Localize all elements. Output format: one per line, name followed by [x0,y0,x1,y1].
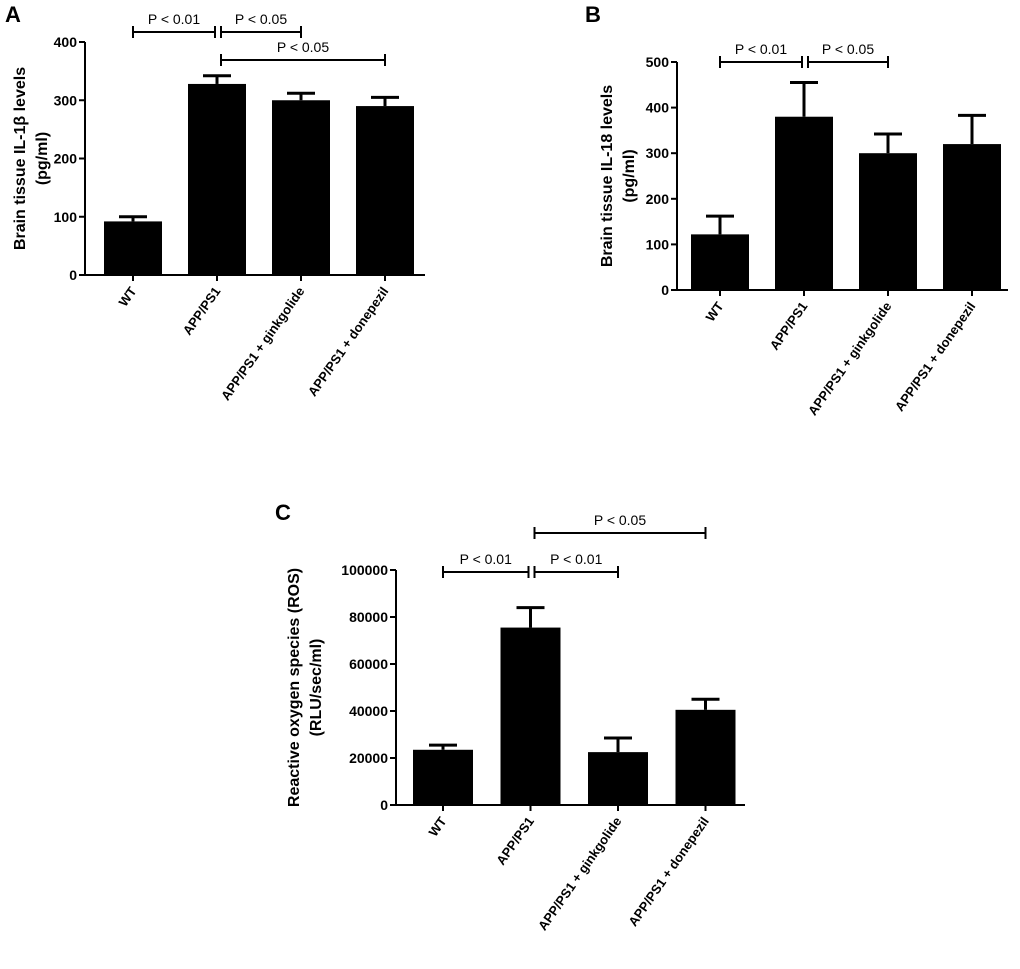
significance-label: P < 0.05 [277,39,330,55]
y-tick-label: 40000 [349,703,388,719]
bar [675,709,736,805]
significance-label: P < 0.01 [735,41,788,57]
panel-C: C 0 20000 40000 60000 80000 100000 Reactive oxy… [275,500,745,933]
y-axis-label: (pg/ml) [34,132,51,185]
x-tick-label: WT [116,284,140,309]
bar [500,627,561,805]
x-tick-label: APP/PS1 + ginkgolide [535,814,625,933]
x-tick-label: APP/PS1 [767,299,811,353]
bar [588,752,648,805]
y-tick-label: 200 [54,151,78,167]
bar [272,100,330,275]
y-tick-label: 500 [646,54,670,70]
bar [104,221,162,275]
x-tick-label: APP/PS1 [493,814,537,868]
significance-label: P < 0.05 [822,41,875,57]
y-tick-label: 100000 [341,562,388,578]
panel-label: A [5,2,21,27]
x-tick-label: APP/PS1 + ginkgolide [218,284,308,403]
x-tick-label: APP/PS1 + donepezil [305,284,392,399]
panel-label: C [275,500,291,525]
y-tick-label: 0 [380,797,388,813]
bar [356,106,414,275]
panel-A: A 0 100 200 300 400 Brain tissue IL-1β levels (… [5,2,425,403]
bar [691,234,749,290]
x-tick-label: WT [426,814,450,839]
y-tick-label: 100 [54,209,78,225]
y-tick-label: 200 [646,191,670,207]
y-tick-label: 0 [661,282,669,298]
bar [775,116,833,290]
y-tick-label: 80000 [349,609,388,625]
y-tick-label: 60000 [349,656,388,672]
bar [943,144,1001,290]
significance-label: P < 0.05 [594,512,647,528]
significance-label: P < 0.01 [550,551,603,567]
y-tick-label: 300 [54,92,78,108]
y-tick-label: 400 [646,100,670,116]
y-tick-label: 20000 [349,750,388,766]
significance-label: P < 0.01 [148,11,201,27]
x-tick-label: APP/PS1 + donepezil [625,814,712,929]
significance-label: P < 0.05 [235,11,288,27]
x-tick-label: APP/PS1 + donepezil [892,299,979,414]
bar [188,83,246,275]
x-tick-label: WT [703,299,727,324]
y-axis-label: (RLU/sec/ml) [308,639,325,737]
y-axis-label: Brain tissue IL-18 levels [599,85,616,267]
y-axis-label: Brain tissue IL-1β levels [12,67,29,250]
bar [413,749,473,805]
y-tick-label: 300 [646,145,670,161]
significance-label: P < 0.01 [460,551,513,567]
y-axis-label: Reactive oxygen species (ROS) [286,568,303,807]
bar [859,153,917,290]
panel-B: B 0 100 200 300 400 500 Brain tissue IL-18 leve… [585,2,1008,418]
panel-label: B [585,2,601,27]
y-axis-label: (pg/ml) [621,149,638,202]
y-tick-label: 400 [54,34,78,50]
y-tick-label: 100 [646,236,670,252]
x-tick-label: APP/PS1 [180,284,224,338]
y-tick-label: 0 [69,267,77,283]
x-tick-label: APP/PS1 + ginkgolide [805,299,895,418]
